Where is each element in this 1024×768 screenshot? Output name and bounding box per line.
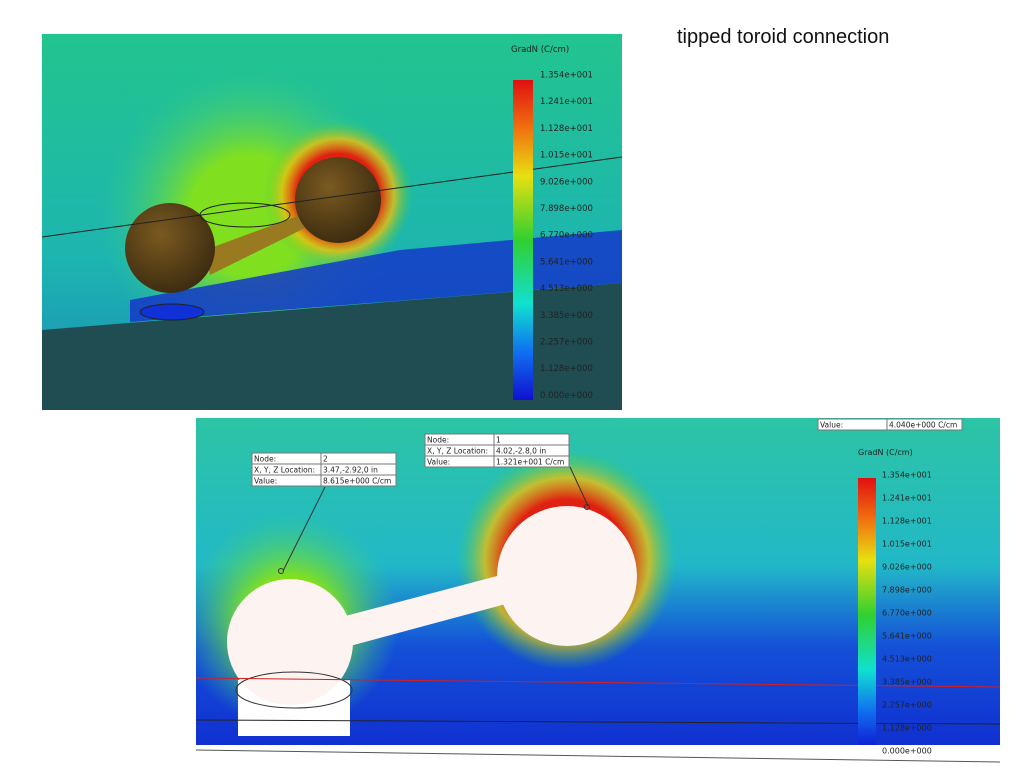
probe-key: Value: bbox=[254, 477, 277, 486]
legend-label: 3.385e+000 bbox=[882, 678, 932, 687]
legend-label: 7.898e+000 bbox=[882, 586, 932, 595]
probe-value: 4.02,-2.8,0 in bbox=[496, 447, 546, 456]
probe-value: 8.615e+000 C/cm bbox=[323, 477, 391, 486]
legend-label: 3.385e+000 bbox=[540, 311, 593, 321]
legend-label: 1.128e+001 bbox=[540, 124, 593, 134]
legend-title: GradN (C/cm) bbox=[511, 45, 569, 55]
probe-key: X, Y, Z Location: bbox=[427, 447, 488, 456]
legend-label: 1.128e+001 bbox=[882, 517, 932, 526]
legend-label: 4.513e+000 bbox=[540, 284, 593, 294]
probe-key: X, Y, Z Location: bbox=[254, 466, 315, 475]
probe-key: Node: bbox=[254, 455, 276, 464]
legend-label: 2.257e+000 bbox=[882, 701, 932, 710]
probe-key: Node: bbox=[427, 436, 449, 445]
legend-label: 9.026e+000 bbox=[882, 563, 932, 572]
probe-cell bbox=[320, 452, 397, 465]
probe-cell bbox=[320, 474, 397, 487]
legend-label: 5.641e+000 bbox=[882, 632, 932, 641]
legend-label: 1.128e+000 bbox=[882, 724, 932, 733]
legend-label: 7.898e+000 bbox=[540, 204, 593, 214]
probe-key: Value: bbox=[427, 458, 450, 467]
probe-key: Value: bbox=[820, 421, 843, 430]
legend-label: 1.241e+001 bbox=[882, 494, 932, 503]
bottom-view bbox=[196, 418, 1000, 745]
legend-label: 1.015e+001 bbox=[540, 151, 593, 161]
legend-label: 0.000e+000 bbox=[882, 747, 932, 756]
legend-label: 4.513e+000 bbox=[882, 655, 932, 664]
legend-label: 1.354e+001 bbox=[882, 471, 932, 480]
probe-cell bbox=[493, 433, 570, 446]
legend-label: 0.000e+000 bbox=[540, 391, 593, 401]
legend-title: GradN (C/cm) bbox=[858, 448, 913, 457]
legend-label: 6.770e+000 bbox=[882, 609, 932, 618]
legend-label: 6.770e+000 bbox=[540, 231, 593, 241]
legend-label: 9.026e+000 bbox=[540, 177, 593, 187]
legend-label: 5.641e+000 bbox=[540, 257, 593, 267]
probe-value: 1.321e+001 C/cm bbox=[496, 458, 564, 467]
top-view bbox=[42, 34, 622, 410]
probe-value: 1 bbox=[496, 436, 501, 445]
probe-value: 2 bbox=[323, 455, 328, 464]
legend-label: 2.257e+000 bbox=[540, 338, 593, 348]
probe-cell bbox=[493, 455, 570, 468]
legend-label: 1.128e+000 bbox=[540, 364, 593, 374]
legend-label: 1.015e+001 bbox=[882, 540, 932, 549]
legend-label: 1.241e+001 bbox=[540, 97, 593, 107]
probe-value: 3.47,-2.92,0 in bbox=[323, 466, 378, 475]
slide-title: tipped toroid connection bbox=[677, 26, 890, 48]
probe-value: 4.040e+000 C/cm bbox=[889, 421, 957, 430]
legend-label: 1.354e+001 bbox=[540, 71, 593, 81]
probe-cell bbox=[886, 418, 963, 431]
